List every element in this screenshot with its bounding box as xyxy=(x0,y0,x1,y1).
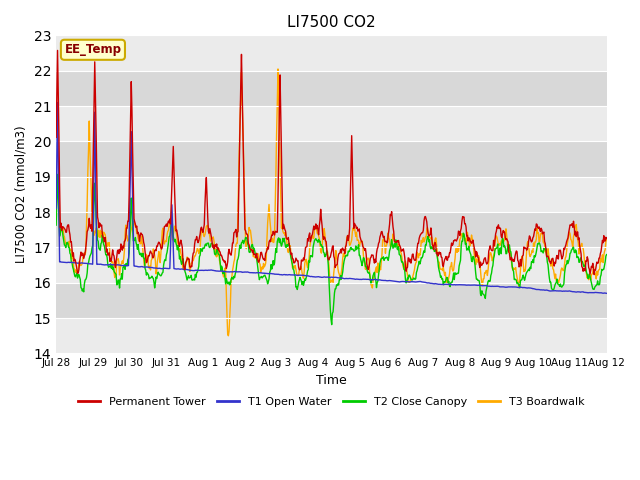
X-axis label: Time: Time xyxy=(316,374,347,387)
Bar xyxy=(56,247,607,283)
Bar xyxy=(56,177,607,212)
Bar xyxy=(56,212,607,247)
Bar xyxy=(56,142,607,177)
Bar xyxy=(56,71,607,106)
Legend: Permanent Tower, T1 Open Water, T2 Close Canopy, T3 Boardwalk: Permanent Tower, T1 Open Water, T2 Close… xyxy=(74,393,589,411)
Bar xyxy=(56,36,607,71)
Bar xyxy=(56,318,607,353)
Bar xyxy=(56,106,607,142)
Title: LI7500 CO2: LI7500 CO2 xyxy=(287,15,376,30)
Y-axis label: LI7500 CO2 (mmol/m3): LI7500 CO2 (mmol/m3) xyxy=(15,126,28,263)
Text: EE_Temp: EE_Temp xyxy=(65,43,122,56)
Bar xyxy=(56,283,607,318)
